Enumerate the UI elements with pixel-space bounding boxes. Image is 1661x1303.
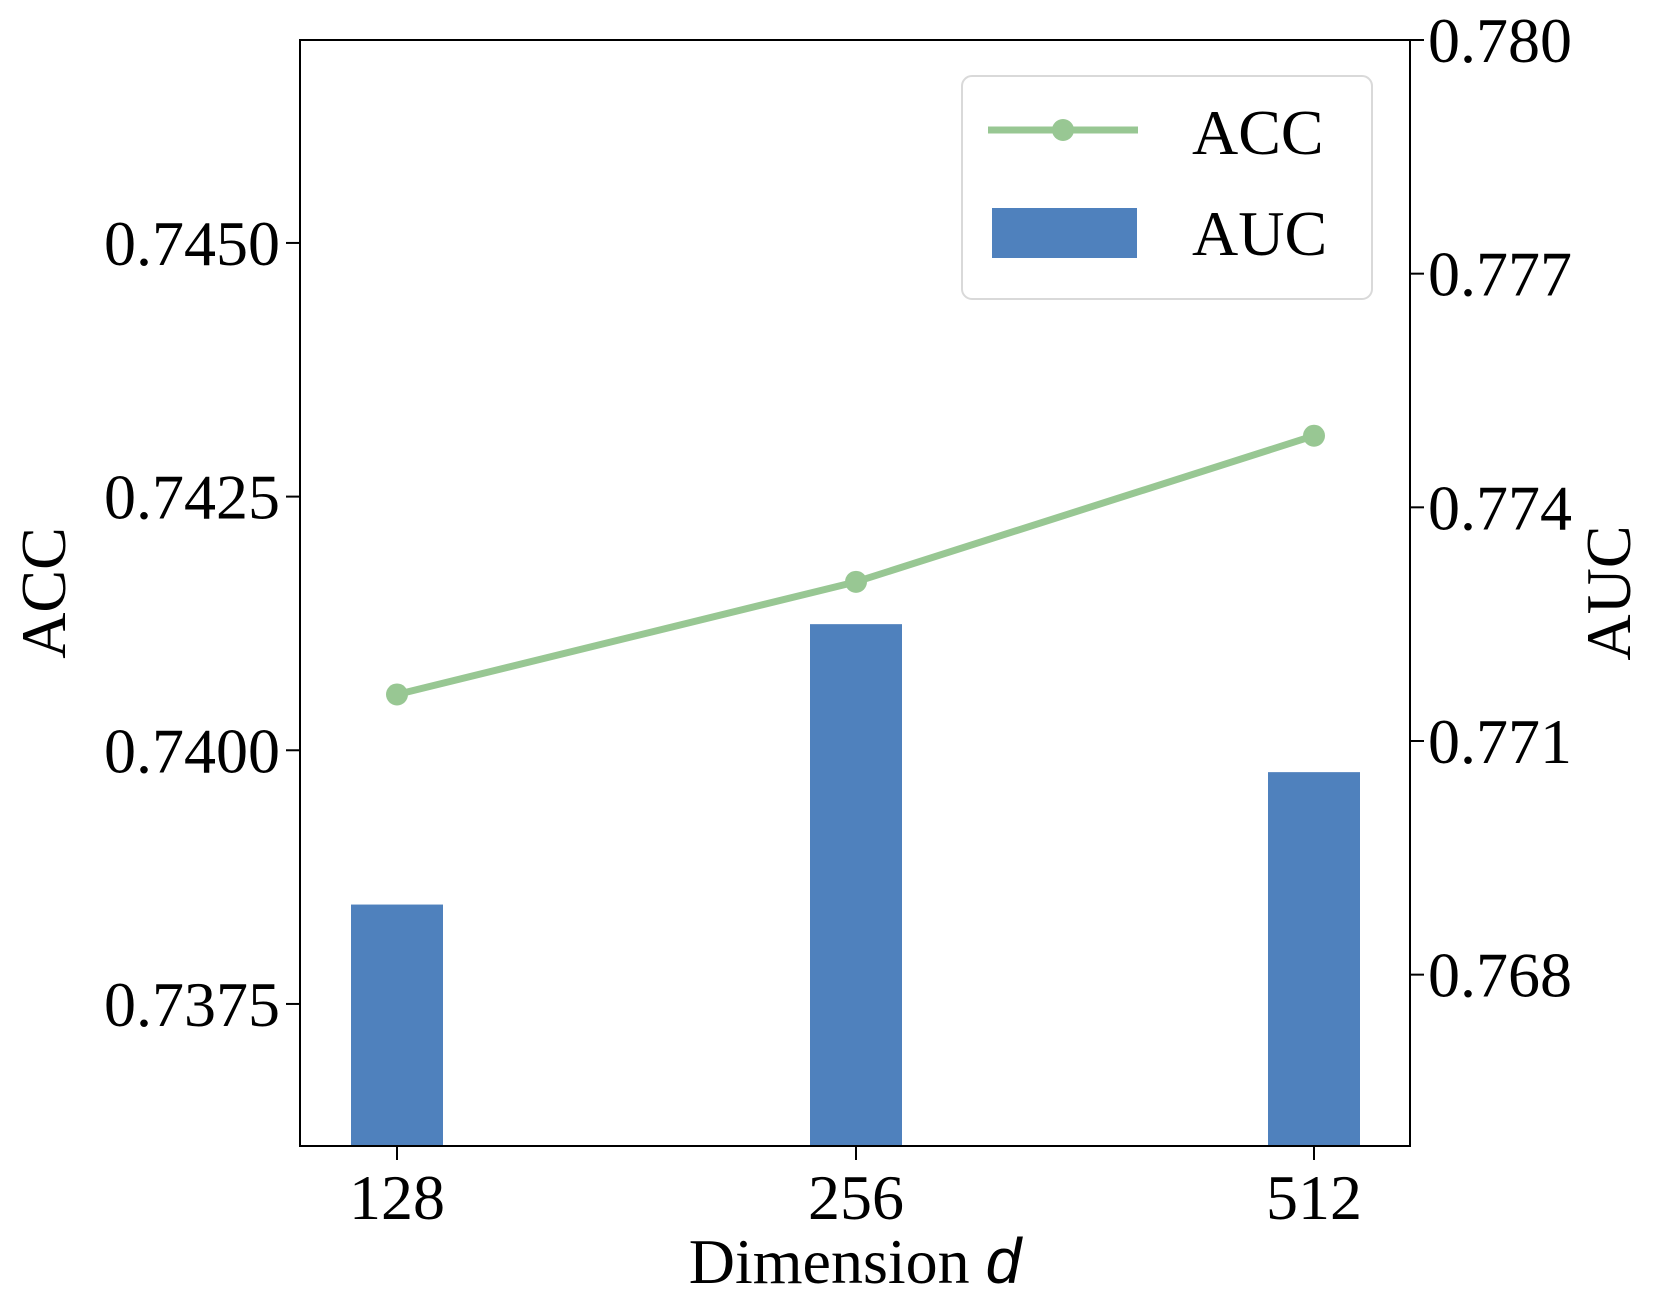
legend-acc-label: ACC	[1192, 97, 1324, 168]
x-axis-title-variable: d	[986, 1225, 1024, 1297]
bars-layer	[351, 624, 1360, 1146]
y-axis-right-title: AUC	[1573, 525, 1644, 660]
right-tick-label: 0.777	[1428, 239, 1572, 310]
acc-point-128	[386, 683, 408, 706]
right-tick-label: 0.771	[1428, 706, 1572, 777]
auc-bar-256	[810, 624, 902, 1146]
y-axis-left-title: ACC	[8, 527, 79, 659]
left-tick-label: 0.7375	[104, 969, 280, 1040]
right-tick-label: 0.780	[1428, 5, 1572, 76]
left-tick-label: 0.7425	[104, 462, 280, 533]
right-axis: 0.768 0.771 0.774 0.777 0.780	[1410, 5, 1572, 1011]
x-axis-title-text: Dimension	[689, 1226, 970, 1297]
right-tick-label: 0.768	[1428, 940, 1572, 1011]
x-tick-label: 256	[808, 1162, 904, 1233]
left-tick-label: 0.7400	[104, 715, 280, 786]
x-axis-title: Dimension d	[689, 1225, 1024, 1297]
acc-point-256	[845, 570, 867, 593]
left-axis: 0.7375 0.7400 0.7425 0.7450	[104, 208, 300, 1040]
line-layer	[386, 424, 1325, 706]
left-tick-label: 0.7450	[104, 208, 280, 279]
legend: ACC AUC	[961, 75, 1373, 300]
acc-point-512	[1303, 424, 1325, 447]
x-tick-label: 128	[349, 1162, 445, 1233]
right-tick-label: 0.774	[1428, 472, 1572, 543]
auc-bar-512	[1268, 772, 1360, 1146]
legend-auc-label: AUC	[1192, 198, 1327, 269]
x-tick-label: 512	[1266, 1162, 1362, 1233]
auc-bar-128	[351, 904, 443, 1146]
legend-auc-bar-swatch	[992, 208, 1137, 258]
legend-acc-marker	[1052, 119, 1074, 141]
x-axis: 128 256 512	[349, 1146, 1362, 1233]
